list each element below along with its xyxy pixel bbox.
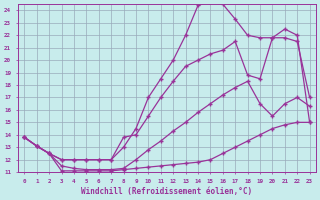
X-axis label: Windchill (Refroidissement éolien,°C): Windchill (Refroidissement éolien,°C) xyxy=(81,187,252,196)
